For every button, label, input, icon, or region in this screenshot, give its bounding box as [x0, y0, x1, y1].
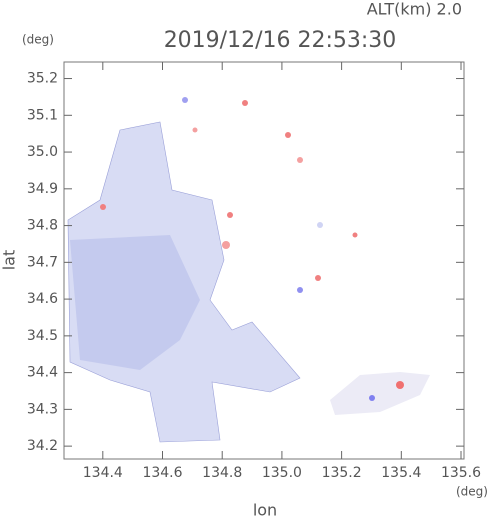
y-tick-label: 34.8 — [27, 218, 58, 234]
y-axis-label: lat — [0, 250, 19, 271]
x-tick-label: 135.0 — [262, 465, 302, 481]
y-tick-label: 34.2 — [27, 438, 58, 454]
y-tick-label: 34.5 — [27, 328, 58, 344]
x-unit: (deg) — [456, 485, 488, 499]
y-tick-label: 34.4 — [27, 365, 58, 381]
radar-field — [67, 97, 430, 443]
x-tick-label: 134.4 — [83, 465, 123, 481]
chart-title: 2019/12/16 22:53:30 — [164, 28, 397, 53]
y-tick-label: 35.1 — [27, 107, 58, 123]
x-tick-label: 135.2 — [322, 465, 362, 481]
y-tick-label: 35.2 — [27, 71, 58, 87]
y-tick-label: 34.7 — [27, 254, 58, 270]
y-tick-label: 34.6 — [27, 291, 58, 307]
altitude-label: ALT(km) 2.0 — [367, 0, 462, 19]
x-tick-label: 134.6 — [142, 465, 182, 481]
y-tick-label: 35.0 — [27, 144, 58, 160]
x-axis-label: lon — [253, 501, 277, 520]
y-unit: (deg) — [22, 33, 54, 47]
x-tick-label: 135.4 — [381, 465, 421, 481]
y-tick-label: 34.3 — [27, 401, 58, 417]
x-tick-label: 134.8 — [202, 465, 242, 481]
x-tick-label: 135.6 — [441, 465, 481, 481]
plot-frame — [63, 61, 465, 460]
y-tick-label: 34.9 — [27, 181, 58, 197]
